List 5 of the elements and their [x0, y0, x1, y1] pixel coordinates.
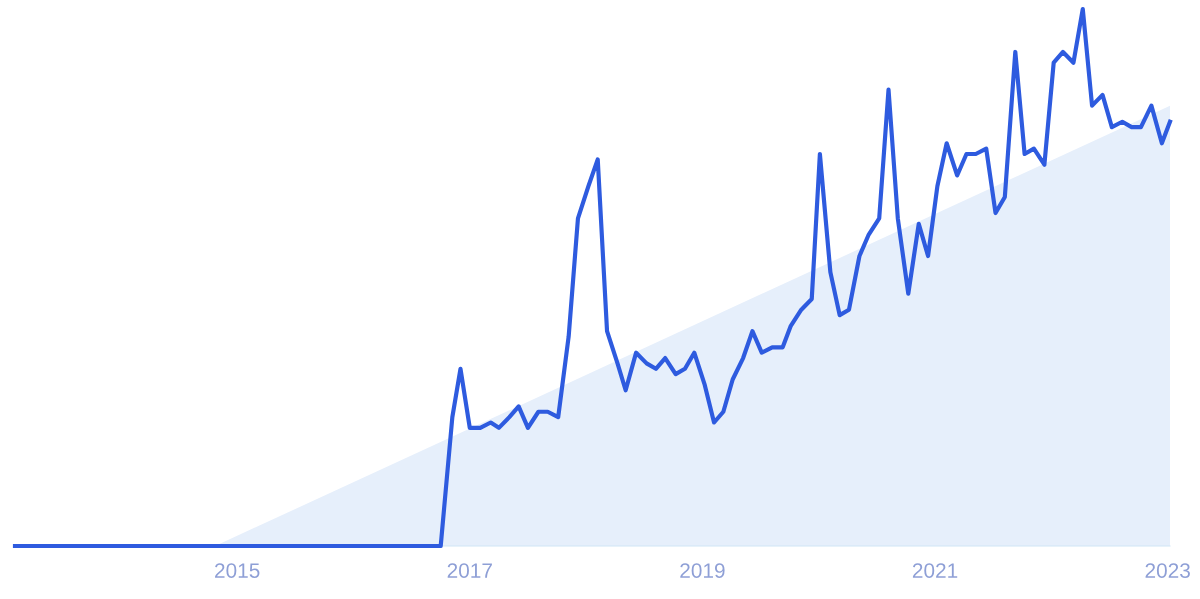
x-tick-label: 2021 [912, 563, 958, 578]
x-tick-label: 2017 [447, 563, 492, 578]
x-tick-label: 2023 [1145, 563, 1190, 578]
x-tick-label: 2015 [215, 563, 260, 578]
x-tick-label: 2019 [680, 563, 725, 578]
